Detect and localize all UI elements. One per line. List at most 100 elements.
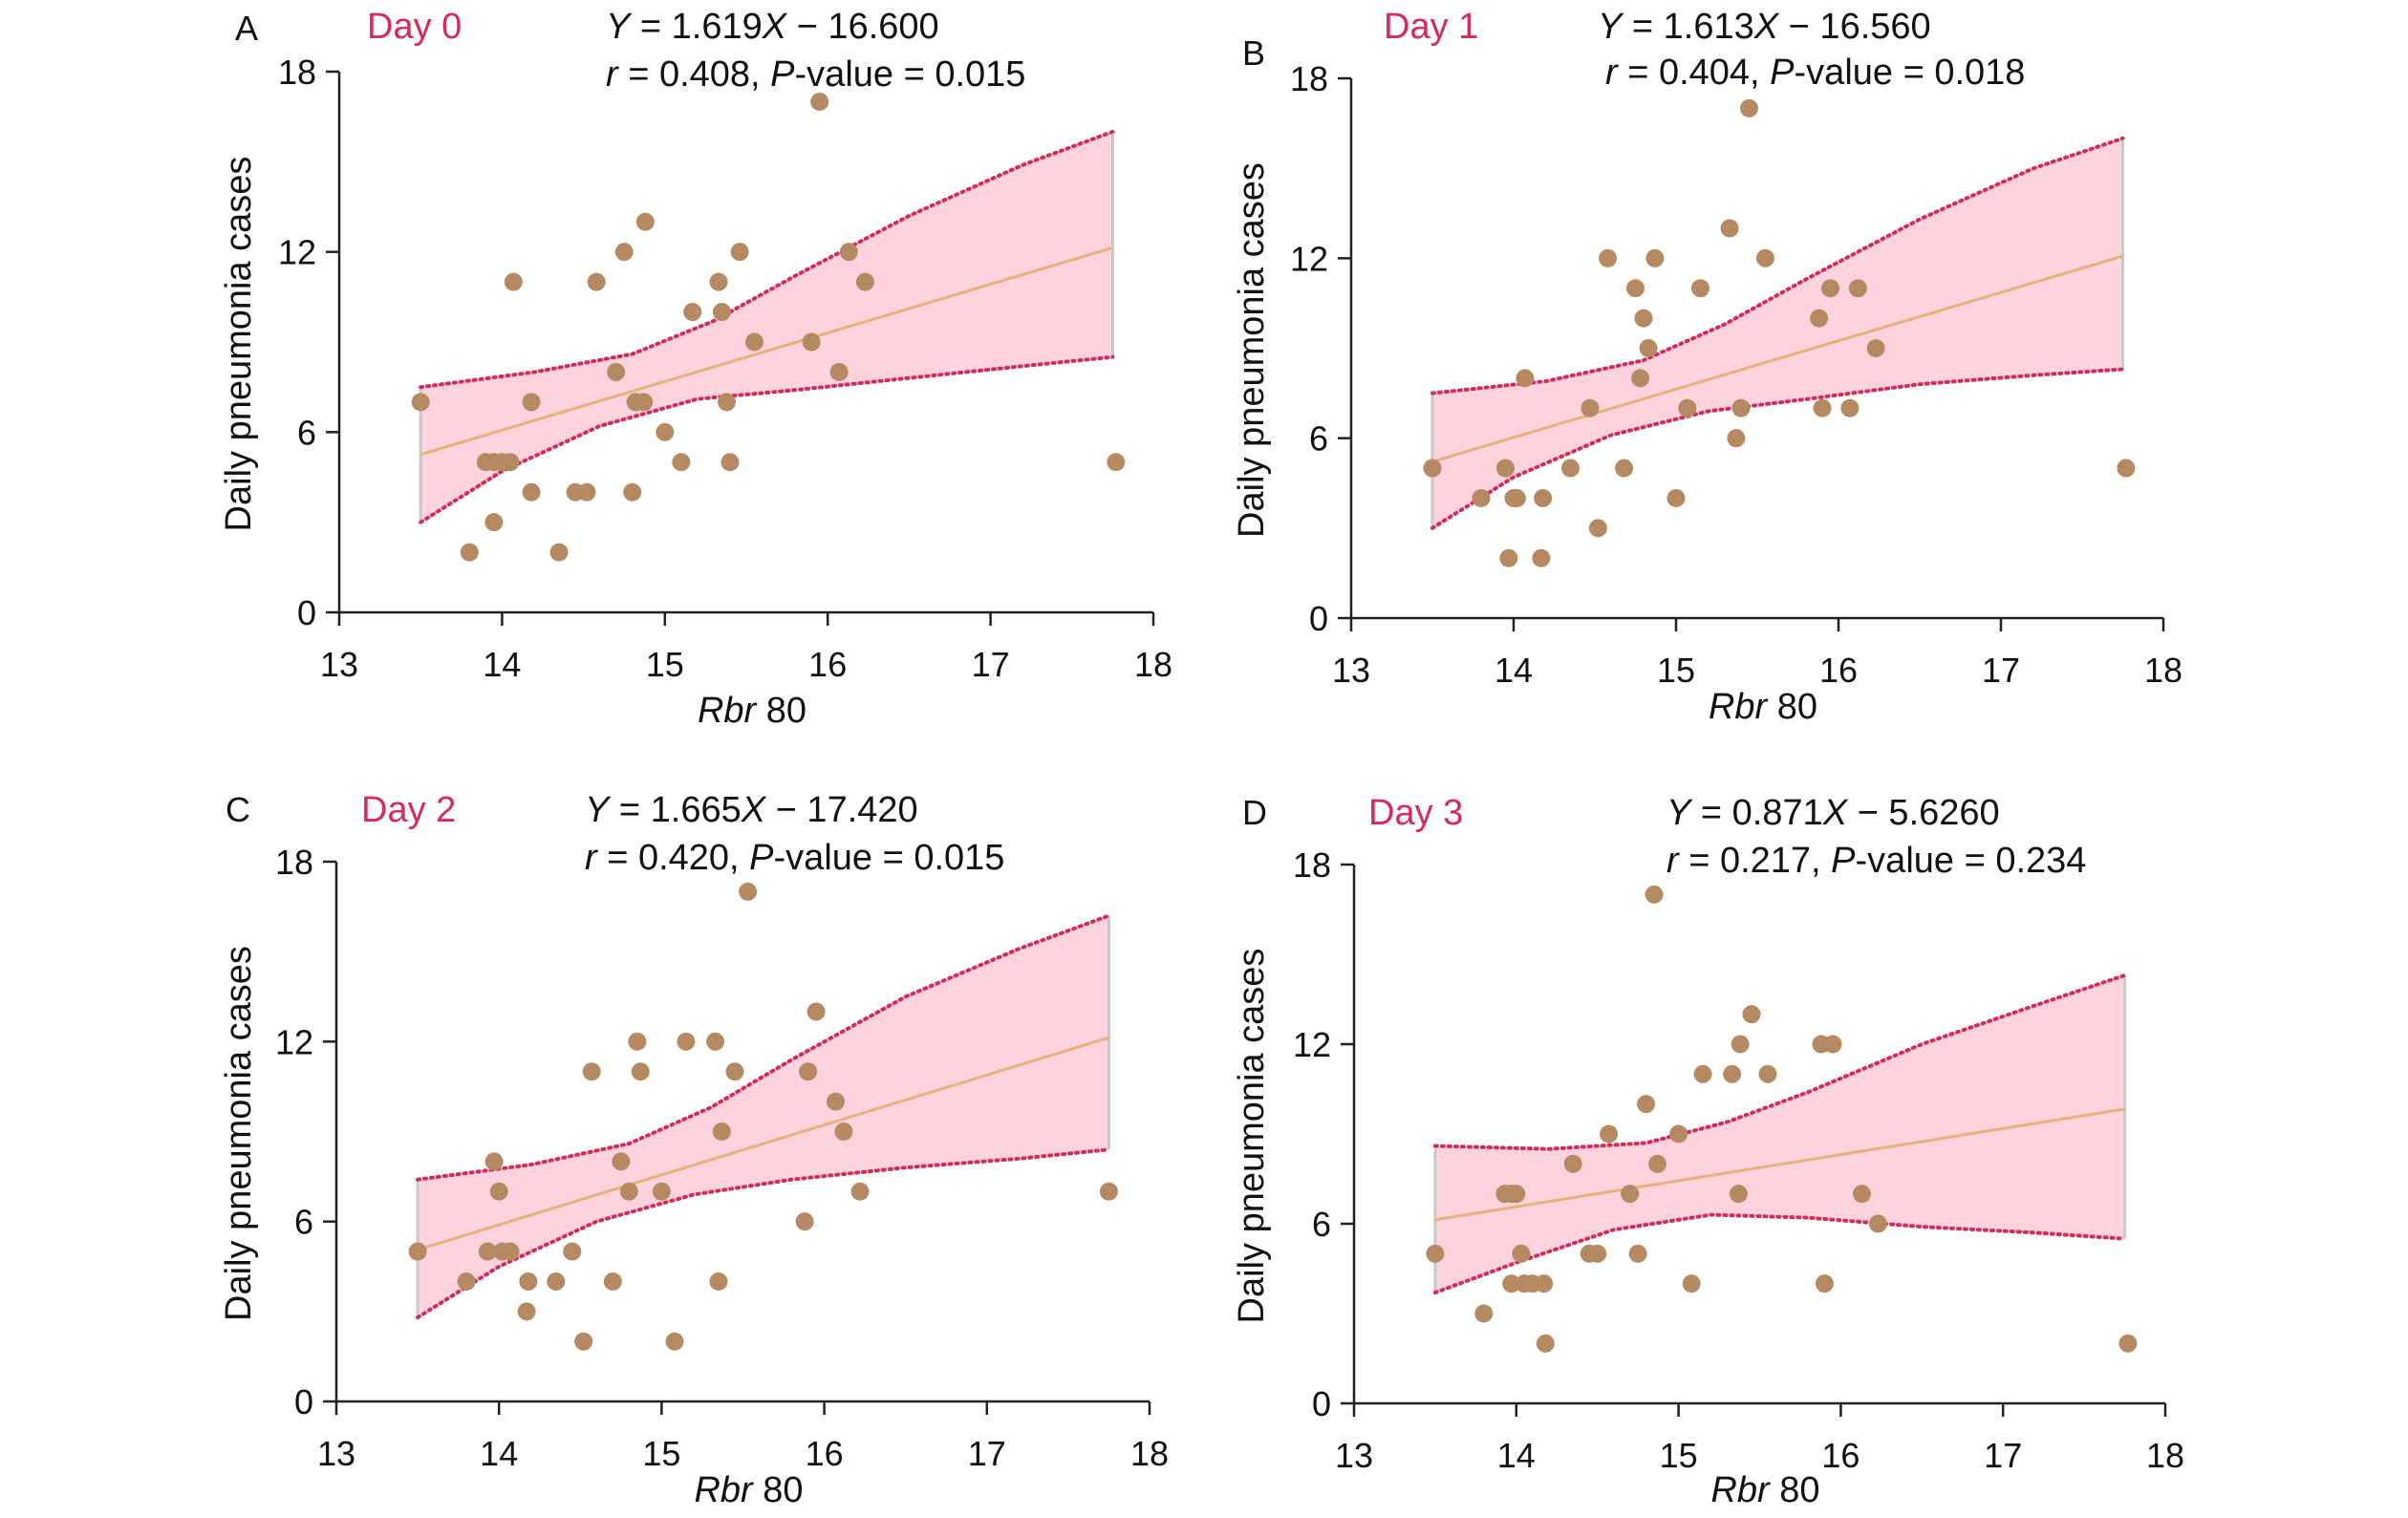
data-point <box>706 1032 725 1051</box>
data-point <box>1758 1064 1777 1083</box>
data-point <box>1426 1244 1445 1263</box>
y-tick-label: 0 <box>294 1382 313 1422</box>
data-point <box>1852 1185 1871 1204</box>
data-point <box>563 1242 582 1261</box>
confidence-band <box>1434 974 2125 1294</box>
data-point <box>478 1242 497 1261</box>
y-axis-label: Daily pneumonia cases <box>1232 949 1272 1324</box>
chart-panel-d: 0 6 12 18 13 14 15 16 17 18 Daily pneumonia cases R… <box>1232 793 2184 1510</box>
data-point <box>1499 548 1518 567</box>
regression-line <box>419 246 1113 457</box>
data-point <box>612 1152 631 1171</box>
regression-equation: Y = 1.665X − 17.420 <box>585 790 918 830</box>
y-tick-label: 12 <box>1293 1025 1331 1064</box>
data-point <box>1588 519 1607 538</box>
data-point <box>712 1122 731 1141</box>
text-part: -value = 0.015 <box>795 54 1026 95</box>
data-point <box>725 1062 744 1081</box>
text-part: − 5.6260 <box>1847 793 2000 833</box>
data-point <box>1868 1214 1887 1233</box>
y-tick-label: 6 <box>1309 419 1328 459</box>
data-point <box>1580 398 1600 417</box>
data-point <box>1720 219 1739 238</box>
text-part: 80 <box>756 691 806 731</box>
y-tick-label: 12 <box>278 233 316 272</box>
regression-equation: Y = 1.619X − 16.600 <box>606 7 939 47</box>
y-tick-label: 12 <box>275 1022 313 1061</box>
data-point <box>1691 279 1709 298</box>
data-point <box>652 1182 671 1201</box>
data-point <box>1693 1064 1712 1083</box>
text-part: r <box>585 838 598 878</box>
data-point <box>1645 248 1665 267</box>
data-point <box>1099 1182 1118 1201</box>
data-point <box>1532 548 1551 567</box>
x-tick-label: 17 <box>1982 651 2020 690</box>
data-point <box>1496 459 1515 478</box>
data-point <box>484 513 504 532</box>
data-point <box>635 212 655 231</box>
data-point <box>408 1242 427 1261</box>
data-point <box>1516 369 1535 388</box>
y-tick-label: 18 <box>278 53 316 92</box>
data-point <box>1600 1124 1619 1144</box>
chart-panel-c: 0 6 12 18 13 14 15 16 17 18 Daily pneumonia cases R… <box>219 790 1169 1510</box>
data-point <box>623 482 642 502</box>
x-tick-label: 13 <box>1332 651 1370 690</box>
data-point <box>1821 279 1839 298</box>
data-point <box>1563 1154 1582 1173</box>
x-tick-label: 16 <box>806 1434 844 1473</box>
data-point <box>1588 1244 1607 1263</box>
data-point <box>634 393 654 412</box>
data-point <box>665 1332 684 1351</box>
day-label: Day 1 <box>1384 7 1478 47</box>
data-point <box>619 1182 638 1201</box>
text-part: X <box>762 7 788 47</box>
data-point <box>631 1062 650 1081</box>
panel-letter: A <box>235 9 258 48</box>
y-tick-label: 0 <box>1309 599 1328 638</box>
data-point <box>2117 459 2136 478</box>
text-part: r <box>606 54 619 95</box>
data-point <box>460 543 479 562</box>
x-tick-label: 13 <box>317 1434 355 1473</box>
text-part: = 0.217, <box>1679 841 1832 881</box>
text-part: P <box>749 838 774 878</box>
text-part: − 16.600 <box>786 7 939 47</box>
data-point <box>1631 369 1650 388</box>
text-part: X <box>741 790 767 830</box>
data-point <box>1840 398 1860 417</box>
regression-line <box>1431 254 2123 463</box>
data-point <box>1599 248 1618 267</box>
correlation-stats: r = 0.420, P-value = 0.015 <box>585 838 1004 878</box>
data-point <box>1813 398 1832 417</box>
confidence-band <box>420 131 1113 523</box>
y-tick-label: 6 <box>294 1203 313 1242</box>
data-point <box>739 882 758 901</box>
text-part: Y <box>585 790 612 830</box>
data-point <box>1866 339 1885 357</box>
data-point <box>1536 1334 1555 1353</box>
y-axis-label: Daily pneumonia cases <box>219 946 259 1321</box>
data-point <box>1474 1304 1494 1323</box>
data-point <box>850 1182 870 1201</box>
x-tick-label: 16 <box>1821 1436 1860 1475</box>
x-axis-label: Rbr 80 <box>698 691 806 731</box>
correlation-stats: r = 0.408, P-value = 0.015 <box>606 54 1025 95</box>
data-point <box>802 332 821 352</box>
x-tick-label: 15 <box>642 1434 680 1473</box>
data-point <box>1756 248 1774 267</box>
data-point <box>720 453 740 472</box>
data-point <box>582 1062 601 1081</box>
correlation-stats: r = 0.217, P-value = 0.234 <box>1666 841 2086 881</box>
x-tick-label: 13 <box>1335 1436 1373 1475</box>
data-point <box>806 1002 826 1021</box>
x-tick-label: 15 <box>1657 651 1695 690</box>
text-part: Y <box>1598 7 1624 47</box>
text-part: 80 <box>1770 1470 1820 1510</box>
data-point <box>501 453 520 472</box>
upper-bound-line <box>416 913 1111 1182</box>
text-part: X <box>1753 7 1780 47</box>
day-label: Day 0 <box>367 7 462 47</box>
